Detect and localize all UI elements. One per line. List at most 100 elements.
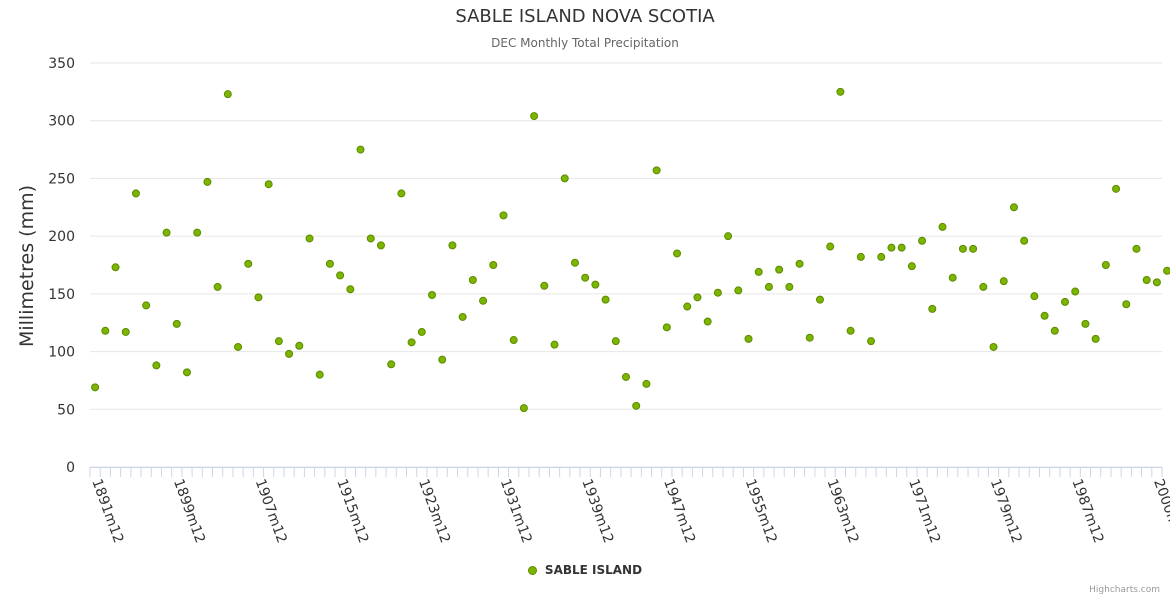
data-point[interactable]	[764, 282, 773, 291]
data-point[interactable]	[836, 87, 845, 96]
data-point[interactable]	[285, 349, 294, 358]
data-point[interactable]	[724, 232, 733, 241]
data-point[interactable]	[346, 285, 355, 294]
data-point[interactable]	[846, 326, 855, 335]
data-point[interactable]	[1081, 319, 1090, 328]
data-point[interactable]	[591, 280, 600, 289]
data-point[interactable]	[560, 174, 569, 183]
data-point[interactable]	[530, 112, 539, 121]
data-point[interactable]	[754, 267, 763, 276]
data-point[interactable]	[428, 291, 437, 300]
data-point[interactable]	[417, 327, 426, 336]
data-point[interactable]	[142, 301, 151, 310]
data-point[interactable]	[611, 337, 620, 346]
data-point[interactable]	[468, 276, 477, 285]
data-point[interactable]	[91, 383, 100, 392]
data-point[interactable]	[928, 304, 937, 313]
data-point[interactable]	[1030, 292, 1039, 301]
data-point[interactable]	[662, 323, 671, 332]
data-point[interactable]	[642, 379, 651, 388]
data-point[interactable]	[1020, 236, 1029, 245]
data-point[interactable]	[1050, 326, 1059, 335]
data-point[interactable]	[856, 252, 865, 261]
data-point[interactable]	[499, 211, 508, 220]
data-point[interactable]	[234, 342, 243, 351]
data-point[interactable]	[325, 259, 334, 268]
data-point[interactable]	[713, 288, 722, 297]
data-point[interactable]	[897, 243, 906, 252]
data-point[interactable]	[366, 234, 375, 243]
data-point[interactable]	[1071, 287, 1080, 296]
data-point[interactable]	[581, 273, 590, 282]
data-point[interactable]	[979, 282, 988, 291]
data-point[interactable]	[703, 317, 712, 326]
data-point[interactable]	[1122, 300, 1131, 309]
data-point[interactable]	[918, 236, 927, 245]
data-point[interactable]	[356, 145, 365, 154]
data-point[interactable]	[244, 259, 253, 268]
data-point[interactable]	[407, 338, 416, 347]
data-point[interactable]	[1101, 261, 1110, 269]
data-point[interactable]	[877, 252, 886, 261]
data-point[interactable]	[805, 333, 814, 342]
data-point[interactable]	[1061, 297, 1070, 306]
data-point[interactable]	[958, 244, 967, 253]
data-point[interactable]	[162, 228, 171, 237]
data-point[interactable]	[948, 273, 957, 282]
data-point[interactable]	[795, 259, 804, 268]
data-point[interactable]	[693, 293, 702, 302]
data-point[interactable]	[775, 265, 784, 274]
data-point[interactable]	[315, 370, 324, 379]
data-point[interactable]	[550, 340, 559, 349]
data-point[interactable]	[1152, 278, 1161, 287]
data-point[interactable]	[601, 295, 610, 304]
legend[interactable]: SABLE ISLAND	[0, 563, 1170, 577]
data-point[interactable]	[182, 368, 191, 377]
data-point[interactable]	[1091, 334, 1100, 343]
data-point[interactable]	[305, 234, 314, 243]
data-point[interactable]	[867, 337, 876, 346]
data-point[interactable]	[622, 372, 630, 381]
data-point[interactable]	[295, 341, 304, 350]
data-point[interactable]	[519, 404, 528, 413]
data-point[interactable]	[673, 249, 682, 258]
data-point[interactable]	[744, 334, 753, 343]
data-point[interactable]	[907, 262, 916, 271]
data-point[interactable]	[570, 258, 579, 267]
data-point[interactable]	[489, 261, 498, 269]
data-point[interactable]	[1142, 276, 1151, 285]
data-point[interactable]	[683, 302, 692, 311]
data-point[interactable]	[989, 342, 998, 351]
data-point[interactable]	[509, 336, 518, 345]
data-point[interactable]	[1009, 203, 1018, 212]
data-point[interactable]	[887, 243, 896, 252]
data-point[interactable]	[152, 361, 161, 370]
data-point[interactable]	[1163, 266, 1170, 275]
data-point[interactable]	[826, 242, 835, 251]
data-point[interactable]	[458, 312, 467, 321]
data-point[interactable]	[1040, 311, 1049, 320]
data-point[interactable]	[172, 319, 181, 328]
data-point[interactable]	[203, 177, 212, 186]
data-point[interactable]	[448, 241, 457, 250]
data-point[interactable]	[254, 293, 263, 302]
data-point[interactable]	[131, 189, 140, 198]
data-point[interactable]	[785, 282, 794, 291]
credits-link[interactable]: Highcharts.com	[1089, 585, 1160, 595]
data-point[interactable]	[438, 355, 447, 364]
data-point[interactable]	[193, 228, 202, 237]
data-point[interactable]	[213, 282, 222, 291]
data-point[interactable]	[938, 222, 947, 231]
data-point[interactable]	[264, 180, 273, 189]
data-point[interactable]	[479, 296, 488, 305]
data-point[interactable]	[387, 360, 396, 369]
data-point[interactable]	[121, 327, 130, 336]
data-point[interactable]	[376, 241, 385, 250]
data-point[interactable]	[1112, 184, 1121, 193]
data-point[interactable]	[652, 166, 661, 175]
data-point[interactable]	[632, 401, 641, 410]
data-point[interactable]	[274, 337, 283, 346]
data-point[interactable]	[101, 326, 110, 335]
data-point[interactable]	[397, 189, 406, 198]
data-point[interactable]	[111, 263, 120, 272]
